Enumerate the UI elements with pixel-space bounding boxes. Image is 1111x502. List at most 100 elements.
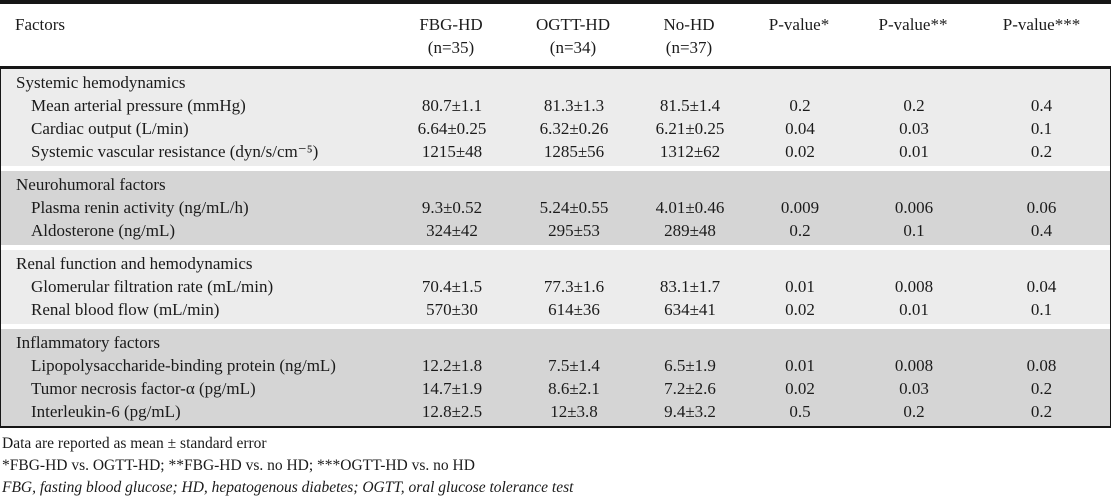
cell: 6.32±0.26 <box>539 119 609 138</box>
cell: 0.2 <box>789 96 811 115</box>
row-label: Plasma renin activity (ng/mL/h) <box>31 198 249 217</box>
section-inflammatory-factors: Inflammatory factors Lipopolysaccharide-… <box>1 329 1110 426</box>
table-row: Plasma renin activity (ng/mL/h) 9.3±0.52… <box>1 196 1110 219</box>
cell: 0.2 <box>1030 402 1053 421</box>
group-n: (n=34) <box>549 38 597 57</box>
row-label: Mean arterial pressure (mmHg) <box>31 96 246 115</box>
cell: 12.8±2.5 <box>421 402 483 421</box>
cell: 0.2 <box>903 96 925 115</box>
footnote-abbreviations: FBG, fasting blood glucose; HD, hepatoge… <box>2 479 574 496</box>
cell: 0.02 <box>785 300 815 319</box>
cell: 0.01 <box>785 277 815 296</box>
row-label: Systemic vascular resistance (dyn/s/cm⁻⁵… <box>31 142 319 161</box>
table-row: Glomerular filtration rate (mL/min) 70.4… <box>1 275 1110 298</box>
cell: 0.08 <box>1026 356 1057 375</box>
table-body: Systemic hemodynamics Mean arterial pres… <box>0 69 1111 428</box>
column-header-no-hd: No-HD (n=37) <box>634 13 744 59</box>
group-n: (n=35) <box>427 38 475 57</box>
section-title: Neurohumoral factors <box>16 175 166 194</box>
column-header-ogtt-hd: OGTT-HD (n=34) <box>512 13 634 59</box>
table-row: Lipopolysaccharide-binding protein (ng/m… <box>1 354 1110 377</box>
cell: 1312±62 <box>659 142 721 161</box>
row-label: Lipopolysaccharide-binding protein (ng/m… <box>31 356 336 375</box>
cell: 0.03 <box>899 379 929 398</box>
section-renal-function: Renal function and hemodynamics Glomerul… <box>1 250 1110 324</box>
cell: 0.2 <box>789 221 811 240</box>
section-systemic-hemodynamics: Systemic hemodynamics Mean arterial pres… <box>1 69 1110 166</box>
column-header-pvalue-2: P-value** <box>878 15 948 34</box>
row-label: Tumor necrosis factor-α (pg/mL) <box>31 379 256 398</box>
row-label: Aldosterone (ng/mL) <box>31 221 175 240</box>
cell: 81.5±1.4 <box>659 96 721 115</box>
group-name: No-HD <box>663 15 715 34</box>
group-name: OGTT-HD <box>536 15 610 34</box>
cell: 0.1 <box>1030 300 1053 319</box>
table-row: Systemic vascular resistance (dyn/s/cm⁻⁵… <box>1 140 1110 163</box>
cell: 324±42 <box>426 221 478 240</box>
row-label: Renal blood flow (mL/min) <box>31 300 220 319</box>
cell: 0.2 <box>903 402 925 421</box>
cell: 0.01 <box>785 356 815 375</box>
cell: 0.04 <box>1026 277 1057 296</box>
cell: 0.04 <box>785 119 815 138</box>
cell: 0.01 <box>899 142 929 161</box>
cell: 0.03 <box>899 119 929 138</box>
table-header-row: Factors FBG-HD (n=35) OGTT-HD (n=34) No-… <box>0 0 1111 69</box>
cell: 8.6±2.1 <box>548 379 600 398</box>
table-footnotes: Data are reported as mean ± standard err… <box>0 428 1111 499</box>
row-label: Glomerular filtration rate (mL/min) <box>31 277 274 296</box>
cell: 81.3±1.3 <box>543 96 605 115</box>
cell: 9.4±3.2 <box>664 402 716 421</box>
section-neurohumoral-factors: Neurohumoral factors Plasma renin activi… <box>1 171 1110 245</box>
cell: 0.1 <box>903 221 925 240</box>
cell: 0.2 <box>1030 142 1053 161</box>
cell: 0.008 <box>894 356 934 375</box>
cell: 9.3±0.52 <box>421 198 483 217</box>
section-title: Inflammatory factors <box>16 333 160 352</box>
cell: 0.02 <box>785 379 815 398</box>
group-name: FBG-HD <box>419 15 483 34</box>
cell: 295±53 <box>548 221 600 240</box>
cell: 7.5±1.4 <box>548 356 600 375</box>
cell: 0.01 <box>899 300 929 319</box>
cell: 1215±48 <box>421 142 483 161</box>
row-label: Interleukin-6 (pg/mL) <box>31 402 181 421</box>
cell: 0.06 <box>1026 198 1057 217</box>
cell: 5.24±0.55 <box>539 198 609 217</box>
table-row: Interleukin-6 (pg/mL) 12.8±2.5 12±3.8 9.… <box>1 400 1110 423</box>
cell: 6.21±0.25 <box>655 119 725 138</box>
table-row: Renal blood flow (mL/min) 570±30 614±36 … <box>1 298 1110 321</box>
footnote-mean-se: Data are reported as mean ± standard err… <box>2 435 267 452</box>
column-header-factors: Factors <box>15 15 66 34</box>
table-row: Tumor necrosis factor-α (pg/mL) 14.7±1.9… <box>1 377 1110 400</box>
cell: 4.01±0.46 <box>655 198 725 217</box>
cell: 614±36 <box>548 300 600 319</box>
cell: 0.1 <box>1030 119 1053 138</box>
column-header-fbg-hd: FBG-HD (n=35) <box>390 13 512 59</box>
cell: 0.008 <box>894 277 934 296</box>
cell: 14.7±1.9 <box>421 379 483 398</box>
cell: 0.4 <box>1030 96 1053 115</box>
cell: 634±41 <box>664 300 716 319</box>
cell: 1285±56 <box>543 142 605 161</box>
cell: 83.1±1.7 <box>659 277 721 296</box>
section-title: Renal function and hemodynamics <box>16 254 253 273</box>
cell: 0.02 <box>785 142 815 161</box>
cell: 12.2±1.8 <box>421 356 483 375</box>
cell: 0.2 <box>1030 379 1053 398</box>
cell: 0.009 <box>780 198 820 217</box>
cell: 0.5 <box>789 402 811 421</box>
table-row: Mean arterial pressure (mmHg) 80.7±1.1 8… <box>1 94 1110 117</box>
cell: 6.64±0.25 <box>417 119 487 138</box>
cell: 0.4 <box>1030 221 1053 240</box>
table-row: Aldosterone (ng/mL) 324±42 295±53 289±48… <box>1 219 1110 242</box>
table-row: Cardiac output (L/min) 6.64±0.25 6.32±0.… <box>1 117 1110 140</box>
cell: 80.7±1.1 <box>421 96 483 115</box>
cell: 70.4±1.5 <box>421 277 483 296</box>
group-n: (n=37) <box>665 38 713 57</box>
column-header-pvalue-3: P-value*** <box>1002 15 1081 34</box>
cell: 6.5±1.9 <box>664 356 716 375</box>
cell: 0.006 <box>894 198 934 217</box>
cell: 289±48 <box>664 221 716 240</box>
